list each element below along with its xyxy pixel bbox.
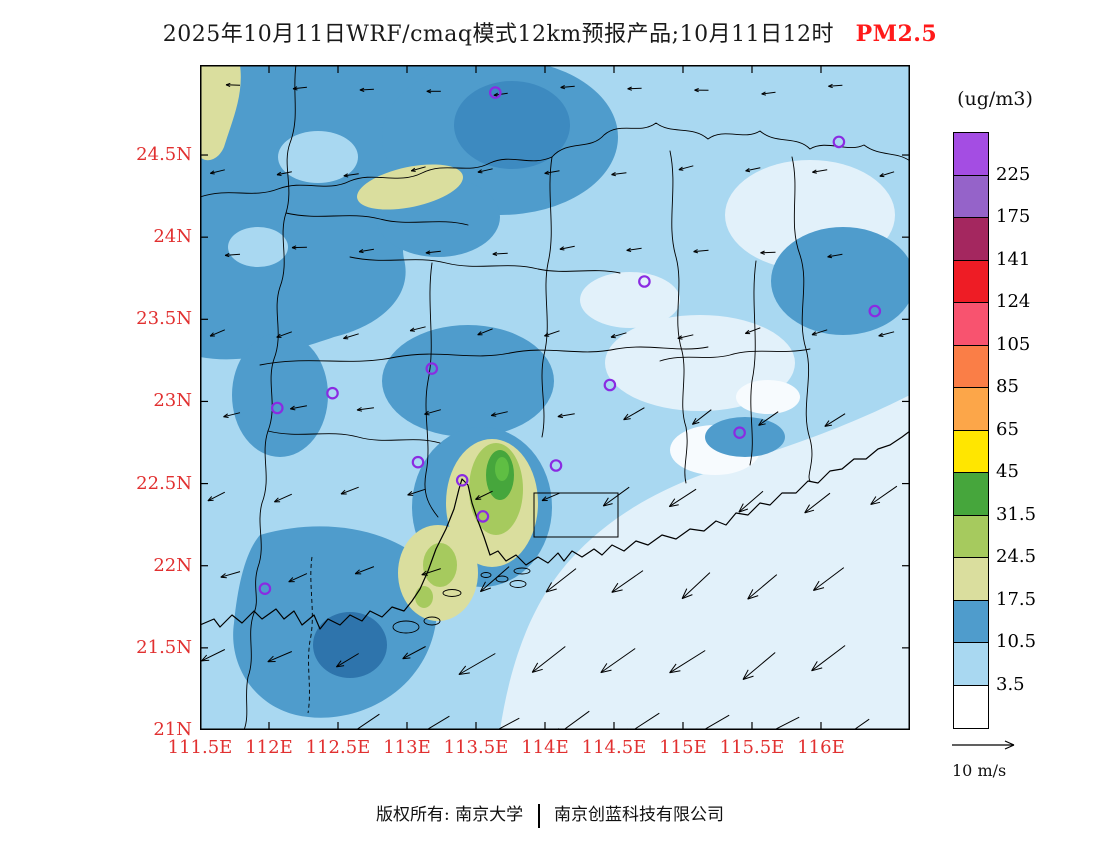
lon-tick-label: 111.5E xyxy=(167,737,233,758)
colorbar-segment xyxy=(954,600,988,643)
province-boundaries xyxy=(199,64,911,731)
title-text: 2025年10月11日WRF/cmaq模式12km预报产品;10月11日12时 xyxy=(162,22,835,47)
station-circle-icon xyxy=(425,362,439,375)
wind-reference: 10 m/s xyxy=(948,736,1040,780)
map-border xyxy=(200,65,910,730)
analysis-domain-box xyxy=(533,492,619,538)
colorbar-segment xyxy=(954,473,988,516)
colorbar-segment xyxy=(954,133,988,176)
colorbar-segment xyxy=(954,388,988,431)
copyright-footer: 版权所有: 南京大学 南京创蓝科技有限公司 xyxy=(0,800,1100,828)
islands xyxy=(392,567,531,634)
station-circle-icon xyxy=(271,401,284,415)
colorbar-tick-label: 45 xyxy=(996,461,1019,482)
colorbar-segment xyxy=(954,515,988,558)
wind-reference-label: 10 m/s xyxy=(952,761,1007,780)
lon-tick-label: 113.5E xyxy=(443,737,509,758)
lon-tick-label: 115.5E xyxy=(719,737,785,758)
station-circle-icon xyxy=(603,378,617,392)
station-circle-icon xyxy=(455,473,469,487)
colorbar-tick-label: 105 xyxy=(996,333,1031,355)
lon-tick-label: 114E xyxy=(521,737,569,758)
lat-tick-label: 22.5N xyxy=(136,472,192,494)
colorbar-segment xyxy=(954,558,988,601)
forecast-map xyxy=(199,59,915,746)
station-circle-icon xyxy=(476,510,490,523)
colorbar-segment xyxy=(954,685,988,728)
colorbar-segment xyxy=(954,643,988,686)
page-title: 2025年10月11日WRF/cmaq模式12km预报产品;10月11日12时 … xyxy=(0,16,1100,48)
station-circle-icon xyxy=(638,275,651,288)
lon-tick-label: 113E xyxy=(383,737,431,758)
pm25-filled-contours xyxy=(200,59,915,730)
station-circle-icon xyxy=(733,426,746,439)
colorbar-tick-label: 3.5 xyxy=(996,673,1025,695)
colorbar-unit-label: (ug/m3) xyxy=(957,88,1033,110)
station-circle-icon xyxy=(258,582,272,595)
station-circle-icon xyxy=(832,135,846,149)
lat-tick-label: 23.5N xyxy=(136,308,192,330)
colorbar-tick-label: 225 xyxy=(996,163,1031,185)
lon-tick-label: 112E xyxy=(245,737,293,758)
lon-tick-label: 115E xyxy=(659,737,707,758)
lat-tick-label: 22N xyxy=(153,554,192,576)
colorbar-tick-label: 17.5 xyxy=(996,588,1037,610)
colorbar-tick-label: 31.5 xyxy=(996,503,1037,525)
lat-tick-label: 21N xyxy=(153,719,192,740)
colorbar-tick-label: 65 xyxy=(996,418,1019,440)
colorbar-segment xyxy=(954,260,988,303)
station-circle-icon xyxy=(326,386,339,400)
colorbar xyxy=(953,132,989,729)
lon-tick-label: 114.5E xyxy=(581,737,647,758)
lat-tick-label: 24.5N xyxy=(136,144,192,166)
colorbar-tick-label: 85 xyxy=(996,376,1019,397)
colorbar-segment xyxy=(954,175,988,218)
station-circle-icon xyxy=(488,86,502,99)
lat-tick-label: 21.5N xyxy=(136,636,192,658)
colorbar-segment xyxy=(954,430,988,473)
station-circle-icon xyxy=(411,455,425,469)
colorbar-tick-label: 124 xyxy=(996,291,1031,312)
footer-divider xyxy=(537,803,540,828)
colorbar-tick-label: 24.5 xyxy=(996,546,1037,567)
map-area xyxy=(199,59,915,746)
station-circle-icon xyxy=(549,459,563,472)
wind-reference-arrow-icon xyxy=(952,740,1015,750)
lat-tick-label: 24N xyxy=(153,226,192,248)
colorbar-tick-label: 175 xyxy=(996,206,1031,227)
colorbar-segment xyxy=(954,345,988,388)
colorbar-tick-label: 10.5 xyxy=(996,631,1037,652)
station-markers xyxy=(258,86,882,595)
lon-tick-label: 116E xyxy=(797,737,845,758)
colorbar-segment xyxy=(954,303,988,346)
colorbar-segment xyxy=(954,218,988,261)
copyright-company: 南京创蓝科技有限公司 xyxy=(553,805,724,825)
copyright-owner: 版权所有: 南京大学 xyxy=(376,805,524,825)
colorbar-tick-label: 141 xyxy=(996,248,1031,270)
species-label: PM2.5 xyxy=(855,21,938,47)
lon-tick-label: 112.5E xyxy=(305,737,371,758)
coastline xyxy=(199,430,911,714)
lat-tick-label: 23N xyxy=(153,390,192,412)
station-circle-icon xyxy=(868,304,882,318)
